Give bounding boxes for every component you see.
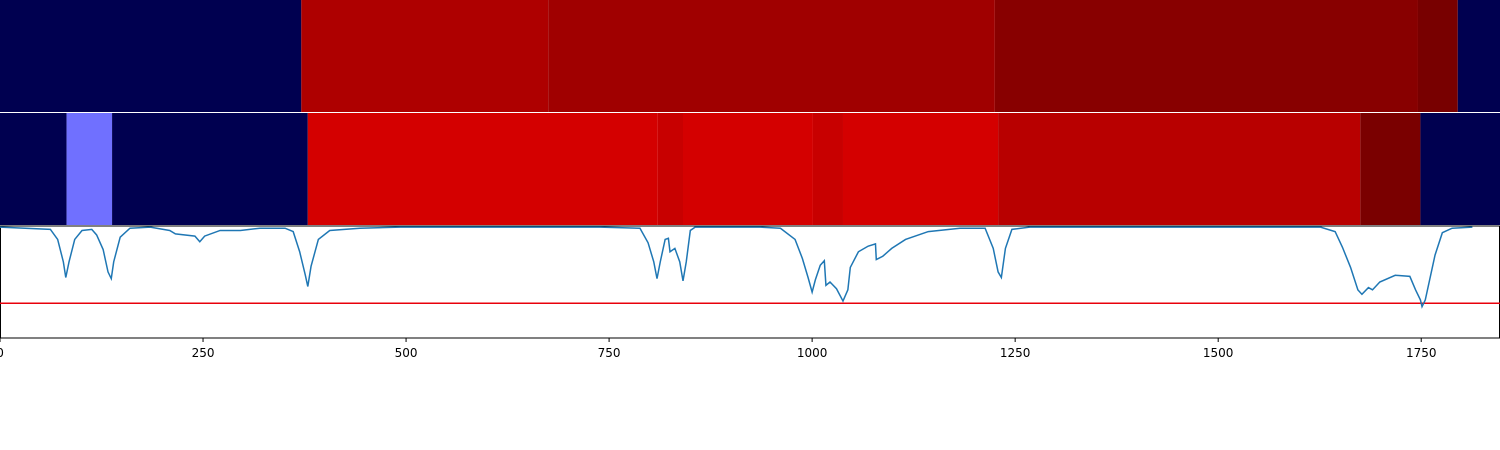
- segment: [0, 0, 302, 112]
- x-tick-label: 250: [192, 346, 215, 360]
- segment: [1420, 113, 1500, 225]
- plot-frame: [0, 225, 1500, 339]
- x-tick-label: 1500: [1203, 346, 1234, 360]
- x-tick-label: 1750: [1406, 346, 1437, 360]
- segment: [994, 0, 1418, 112]
- x-tick-label: 1250: [1000, 346, 1031, 360]
- segment: [307, 113, 658, 225]
- x-tick-label: 750: [598, 346, 621, 360]
- segment: [112, 113, 308, 225]
- segment: [842, 113, 999, 225]
- segment: [998, 113, 1361, 225]
- signal-line: [0, 226, 1473, 309]
- segment: [0, 113, 67, 225]
- segment: [682, 113, 813, 225]
- segment: [66, 113, 113, 225]
- x-tick-label: 1000: [797, 346, 828, 360]
- segment: [548, 0, 995, 112]
- segment: [1457, 0, 1500, 112]
- x-tick-label: 500: [395, 346, 418, 360]
- segment: [1417, 0, 1458, 112]
- segment: [301, 0, 549, 112]
- segment: [1360, 113, 1421, 225]
- x-tick-label: 0: [0, 346, 4, 360]
- segment: [657, 113, 683, 225]
- segment: [812, 113, 843, 225]
